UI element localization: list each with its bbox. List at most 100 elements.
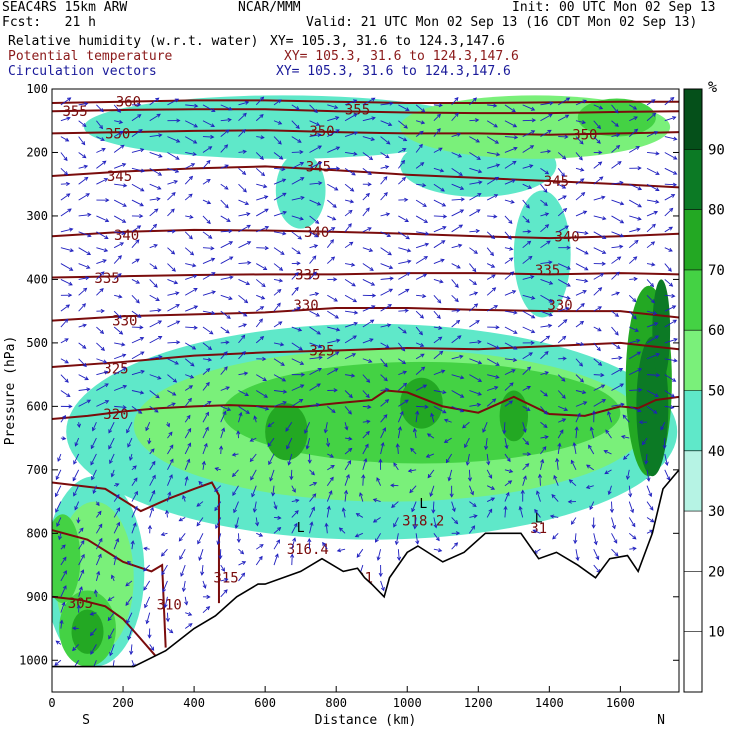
circulation-vector [327, 294, 338, 302]
circulation-vector [167, 402, 176, 407]
circulation-vector [433, 183, 445, 192]
circulation-vector [451, 294, 459, 303]
circulation-vector [575, 167, 585, 172]
circulation-vector [362, 136, 376, 142]
circulation-vector [291, 485, 296, 493]
circulation-vector [398, 308, 409, 313]
circulation-vector [161, 564, 168, 576]
x-axis-label: Distance (km) [315, 713, 417, 728]
circulation-vector [451, 197, 465, 202]
circulation-vector [522, 386, 531, 391]
circulation-vector [149, 113, 161, 122]
circulation-vector [344, 460, 352, 471]
circulation-vector [238, 129, 246, 137]
circulation-vector [629, 368, 642, 376]
circulation-vector [380, 120, 393, 127]
circulation-vector [593, 548, 600, 561]
circulation-vector [131, 167, 146, 173]
circulation-vector [167, 98, 180, 106]
circulation-vector [167, 152, 180, 160]
circulation-vector [628, 256, 638, 264]
circulation-vector [380, 263, 394, 270]
low-marker: L [297, 521, 305, 536]
circulation-vector [96, 247, 109, 253]
circulation-vector [220, 310, 231, 319]
circulation-vector [238, 350, 246, 360]
circulation-vector [57, 453, 62, 462]
rh-region [499, 390, 529, 442]
colorbar-segment [684, 571, 702, 632]
circulation-vector [273, 231, 287, 236]
circulation-vector [433, 294, 442, 304]
circulation-vector [487, 152, 501, 157]
circulation-vector [344, 390, 353, 399]
circulation-vector [628, 310, 637, 320]
circulation-vector [447, 469, 453, 482]
circulation-vector [149, 336, 163, 344]
circulation-vector [149, 208, 159, 217]
circulation-vector [362, 152, 374, 161]
circulation-vector [185, 305, 199, 312]
circulation-vector [451, 243, 463, 249]
circulation-vector [575, 210, 588, 217]
circulation-vector [220, 427, 226, 439]
circulation-vector [149, 320, 163, 328]
circulation-vector [291, 358, 305, 365]
circulation-vector [202, 246, 215, 251]
circulation-vector [113, 273, 122, 280]
circulation-vector [344, 279, 356, 287]
circulation-vector [540, 323, 553, 328]
circulation-vector [184, 596, 189, 606]
circulation-vector [220, 183, 229, 190]
circulation-vector [256, 405, 270, 411]
circulation-vector [131, 129, 143, 137]
circulation-vector [327, 406, 336, 414]
circulation-vector [184, 136, 198, 144]
circulation-vector [160, 548, 168, 557]
circulation-vector [220, 256, 234, 264]
circulation-vector [113, 104, 122, 113]
circulation-vector [78, 358, 87, 368]
circulation-vector [60, 404, 73, 409]
circulation-vector [131, 351, 145, 360]
circulation-vector [327, 310, 339, 319]
circulation-vector [593, 326, 602, 332]
circulation-vector [78, 586, 83, 597]
circulation-vector [646, 501, 654, 511]
circulation-vector [309, 133, 322, 138]
circulation-vector [611, 215, 625, 224]
circulation-vector [89, 628, 97, 637]
circulation-vector [96, 215, 110, 223]
circulation-vector [327, 199, 337, 208]
circulation-vector [126, 612, 133, 624]
circulation-vector [540, 458, 545, 470]
circulation-vector [522, 326, 536, 334]
x-tick-label: 1600 [606, 696, 635, 710]
circulation-vector [638, 420, 648, 425]
circulation-vector [593, 150, 603, 155]
circulation-vector [60, 436, 67, 441]
circulation-vector [362, 279, 376, 286]
colorbar-segment [684, 390, 702, 451]
colorbar-tick-label: 90 [708, 142, 725, 158]
circulation-vector [249, 453, 257, 463]
circulation-vector [291, 537, 297, 550]
circulation-vector [522, 164, 534, 169]
circulation-vector [362, 192, 370, 201]
circulation-vector [149, 263, 158, 270]
circulation-vector [167, 136, 181, 143]
circulation-vector [202, 231, 213, 239]
circulation-vector [96, 342, 105, 352]
circulation-vector [309, 231, 319, 238]
circulation-vector [291, 384, 305, 391]
circulation-vector [664, 279, 674, 287]
circulation-vector [214, 501, 222, 512]
circulation-vector [273, 501, 278, 510]
circulation-vector [464, 437, 470, 449]
circulation-vector [256, 306, 265, 312]
circulation-vector [567, 499, 576, 504]
circulation-vector [486, 485, 496, 490]
circulation-vector [611, 342, 621, 349]
y-tick-label: 300 [26, 209, 48, 223]
circulation-vector [309, 342, 323, 349]
